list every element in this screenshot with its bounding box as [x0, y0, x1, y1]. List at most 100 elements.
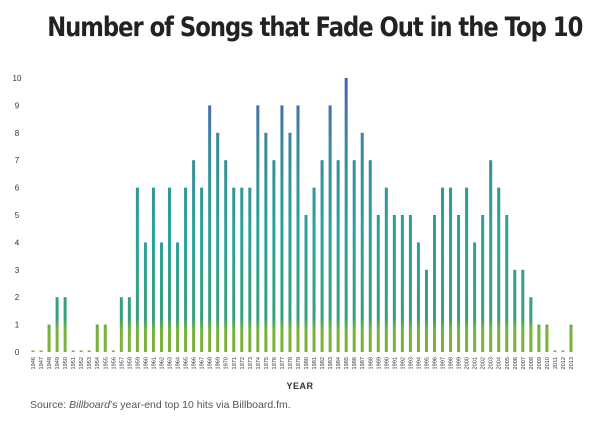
- x-tick-label: 1962: [159, 357, 165, 369]
- chart-title: Number of Songs that Fade Out in the Top…: [47, 12, 583, 43]
- bar-2001: [473, 242, 477, 352]
- x-tick-label: 1988: [368, 357, 374, 369]
- y-tick-label: 2: [15, 293, 20, 302]
- bar-1974: [256, 105, 260, 353]
- x-tick-label: 1998: [449, 357, 455, 369]
- bar-1958: [127, 297, 131, 352]
- bar-2000: [465, 187, 469, 352]
- x-tick-label: 1964: [176, 357, 182, 369]
- x-tick-label: 2011: [553, 357, 559, 369]
- bar-1990: [384, 187, 388, 352]
- bar-1947: [39, 350, 43, 352]
- bar-2003: [489, 160, 493, 352]
- x-tick-label: 1989: [376, 357, 382, 369]
- bar-1981: [312, 187, 316, 352]
- y-tick-label: 6: [15, 184, 20, 193]
- x-tick-label: 1972: [240, 357, 246, 369]
- x-tick-label: 1956: [111, 357, 117, 369]
- y-tick-label: 8: [15, 129, 20, 138]
- y-axis-ticks: 0 1 2 3 4 5 6 7 8 9 10: [13, 74, 22, 357]
- y-tick-label: 4: [15, 238, 20, 247]
- x-tick-label: 1983: [328, 357, 334, 369]
- bar-1973: [248, 187, 252, 352]
- y-tick-label: 10: [13, 74, 22, 83]
- x-tick-label: 1999: [457, 357, 463, 369]
- x-tick-label: 1982: [320, 357, 326, 369]
- bar-1999: [457, 215, 461, 352]
- x-tick-label: 1986: [352, 357, 358, 369]
- bar-1978: [288, 132, 292, 352]
- bar-1994: [416, 242, 420, 352]
- bar-1962: [159, 242, 163, 352]
- x-tick-label: 1975: [264, 357, 270, 369]
- x-tick-label: 1984: [336, 357, 342, 369]
- bar-1953: [87, 350, 91, 352]
- bar-1954: [95, 324, 99, 352]
- y-tick-label: 1: [15, 321, 20, 330]
- x-tick-label: 1980: [304, 357, 310, 369]
- x-tick-label: 2005: [505, 357, 511, 369]
- x-tick-label: 1971: [232, 357, 238, 369]
- bar-1952: [79, 350, 83, 352]
- bar-1997: [441, 187, 445, 352]
- x-tick-label: 1981: [312, 357, 318, 369]
- y-tick-label: 3: [15, 266, 20, 275]
- x-tick-label: 1979: [296, 357, 302, 369]
- y-tick-label: 5: [15, 211, 20, 220]
- x-tick-label: 1995: [424, 357, 430, 369]
- x-tick-label: 1996: [432, 357, 438, 369]
- x-tick-label: 1954: [95, 357, 101, 369]
- bar-1961: [151, 187, 155, 352]
- x-tick-label: 1959: [135, 357, 141, 369]
- x-tick-label: 1961: [151, 357, 157, 369]
- source-publication: Billboard: [69, 399, 110, 411]
- bar-1963: [168, 187, 172, 352]
- bar-1964: [176, 242, 180, 352]
- x-tick-label: 1991: [392, 357, 398, 369]
- x-tick-label: 2008: [529, 357, 535, 369]
- bar-1957: [119, 297, 123, 352]
- bar-1955: [103, 324, 107, 352]
- bar-1960: [143, 242, 147, 352]
- x-tick-label: 1968: [208, 357, 214, 369]
- x-tick-label: 1993: [408, 357, 414, 369]
- source-prefix: Source:: [30, 399, 70, 411]
- bar-2009: [537, 324, 541, 352]
- bar-1987: [360, 132, 364, 352]
- bar-2012: [561, 350, 565, 352]
- bar-1965: [184, 187, 188, 352]
- y-tick-label: 0: [15, 348, 20, 357]
- bar-2011: [553, 350, 557, 352]
- bar-1991: [392, 215, 396, 352]
- x-tick-label: 2003: [489, 357, 495, 369]
- x-tick-label: 1952: [79, 357, 85, 369]
- x-tick-label: 2007: [521, 357, 527, 369]
- y-tick-label: 7: [15, 156, 20, 165]
- y-tick-label: 9: [15, 101, 20, 110]
- x-tick-label: 1955: [103, 357, 109, 369]
- bar-2010: [545, 324, 549, 352]
- x-tick-label: 1974: [256, 357, 262, 369]
- x-tick-label: 1963: [168, 357, 174, 369]
- x-tick-label: 1997: [441, 357, 447, 369]
- x-tick-label: 1990: [384, 357, 390, 369]
- bar-1984: [336, 160, 340, 352]
- bar-1950: [63, 297, 67, 352]
- bar-1979: [296, 105, 300, 353]
- x-tick-label: 2010: [545, 357, 551, 369]
- bar-1998: [449, 187, 453, 352]
- bar-1993: [408, 215, 412, 352]
- bar-1956: [111, 350, 115, 352]
- bar-2004: [497, 187, 501, 352]
- x-tick-label: 2000: [465, 357, 471, 369]
- x-tick-label: 2012: [561, 357, 567, 369]
- x-tick-label: 1951: [71, 357, 77, 369]
- bar-1985: [344, 78, 348, 352]
- x-tick-label: 1960: [143, 357, 149, 369]
- bar-1995: [424, 269, 428, 352]
- x-axis-label: YEAR: [286, 381, 313, 391]
- x-tick-label: 1948: [47, 357, 53, 369]
- bar-1948: [47, 324, 51, 352]
- x-tick-label: 1969: [216, 357, 222, 369]
